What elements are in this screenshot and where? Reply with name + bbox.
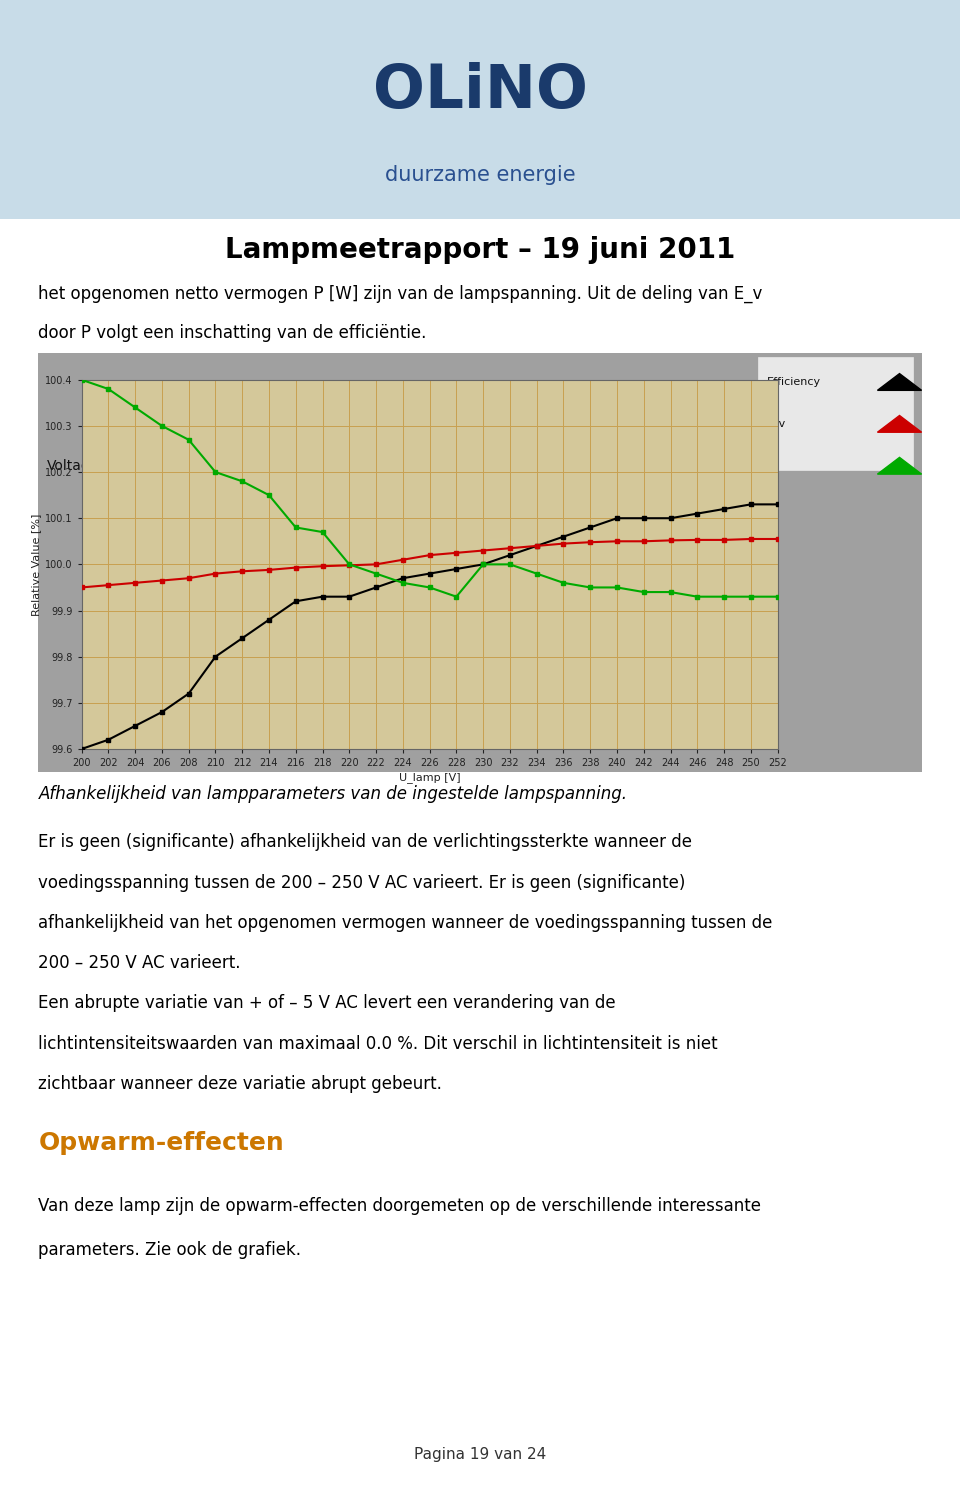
Bar — [758, 357, 913, 470]
Text: het opgenomen netto vermogen P [W] zijn van de lampspanning. Uit de deling van E: het opgenomen netto vermogen P [W] zijn … — [38, 285, 763, 303]
Text: Een abrupte variatie van + of – 5 V AC levert een verandering van de: Een abrupte variatie van + of – 5 V AC l… — [38, 995, 616, 1013]
Polygon shape — [877, 374, 922, 390]
Text: zichtbaar wanneer deze variatie abrupt gebeurt.: zichtbaar wanneer deze variatie abrupt g… — [38, 1074, 443, 1093]
Text: E_v: E_v — [767, 419, 786, 429]
Text: duurzame energie: duurzame energie — [385, 164, 575, 185]
Text: voedingsspanning tussen de 200 – 250 V AC varieert. Er is geen (significante): voedingsspanning tussen de 200 – 250 V A… — [38, 874, 685, 892]
Text: P: P — [767, 461, 774, 470]
Text: lichtintensiteitswaarden van maximaal 0.0 %. Dit verschil in lichtintensiteit is: lichtintensiteitswaarden van maximaal 0.… — [38, 1035, 718, 1053]
Text: Opwarm-effecten: Opwarm-effecten — [38, 1130, 284, 1154]
Text: Van deze lamp zijn de opwarm-effecten doorgemeten op de verschillende interessan: Van deze lamp zijn de opwarm-effecten do… — [38, 1197, 761, 1215]
Text: 200 – 250 V AC varieert.: 200 – 250 V AC varieert. — [38, 954, 241, 972]
Text: Voltage-Dependency: Voltage-Dependency — [47, 458, 192, 473]
Text: parameters. Zie ook de grafiek.: parameters. Zie ook de grafiek. — [38, 1242, 301, 1260]
Text: door P volgt een inschatting van de efficiëntie.: door P volgt een inschatting van de effi… — [38, 324, 427, 342]
Text: Lampmeetrapport – 19 juni 2011: Lampmeetrapport – 19 juni 2011 — [225, 237, 735, 264]
X-axis label: U_lamp [V]: U_lamp [V] — [398, 772, 461, 784]
Text: Afhankelijkheid van lampparameters van de ingestelde lampspanning.: Afhankelijkheid van lampparameters van d… — [38, 785, 628, 803]
Polygon shape — [877, 457, 922, 475]
Text: Er is geen (significante) afhankelijkheid van de verlichtingssterkte wanneer de: Er is geen (significante) afhankelijkhei… — [38, 833, 692, 851]
Y-axis label: Relative Value [%]: Relative Value [%] — [31, 514, 40, 615]
Text: Pagina 19 van 24: Pagina 19 van 24 — [414, 1447, 546, 1462]
Polygon shape — [877, 416, 922, 433]
Text: afhankelijkheid van het opgenomen vermogen wanneer de voedingsspanning tussen de: afhankelijkheid van het opgenomen vermog… — [38, 913, 773, 931]
Text: Efficiency: Efficiency — [767, 377, 821, 387]
Text: OLiNO: OLiNO — [372, 62, 588, 121]
